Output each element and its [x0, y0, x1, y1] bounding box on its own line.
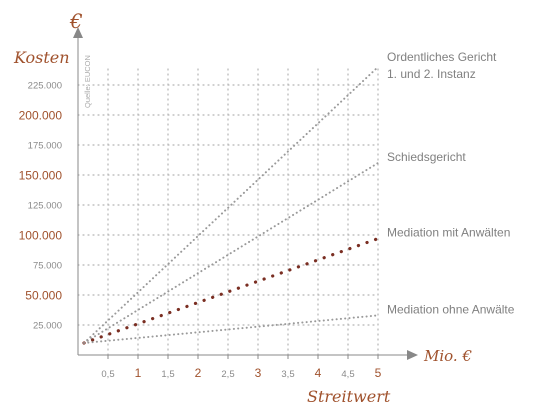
y-tick-label: 225.000: [28, 81, 62, 92]
y-tick-label: 75.000: [33, 261, 62, 272]
axis-tick-labels: 25.000 50.000 75.000 100.000 125.000 150.000 1…: [19, 81, 382, 381]
series-line: [83, 162, 379, 344]
x-tick-label: 4,5: [341, 369, 354, 380]
source-note: Quelle: EUCON: [83, 55, 92, 108]
y-tick-label: 175.000: [28, 141, 62, 152]
x-axis-arrow: [407, 350, 418, 360]
y-axis-arrow: [73, 27, 83, 38]
y-tick-label: 150.000: [19, 169, 63, 183]
x-tick-label: 1: [135, 366, 142, 380]
y-axis-title: Kosten: [13, 48, 70, 67]
series-label: Schiedsgericht: [387, 150, 466, 164]
x-tick-label: 0,5: [101, 369, 114, 380]
series-line: [83, 66, 379, 344]
x-tick-label: 1,5: [161, 369, 174, 380]
y-tick-label: 200.000: [19, 109, 63, 123]
x-unit-label: Mio. €: [423, 347, 472, 365]
x-axis-title: Streitwert: [307, 387, 391, 406]
series-label: Mediation mit Anwälten: [387, 226, 510, 240]
series-label: Mediation ohne Anwälte: [387, 302, 515, 316]
axes: [73, 27, 418, 360]
x-tick-label: 3,5: [281, 369, 294, 380]
y-tick-label: 125.000: [28, 201, 62, 212]
series-line: [83, 314, 379, 344]
x-tick-label: 5: [375, 366, 382, 380]
series-label: Ordentliches Gericht: [387, 50, 497, 64]
grid: [77, 64, 379, 359]
x-tick-label: 4: [315, 366, 322, 380]
y-tick-label: 50.000: [25, 289, 62, 303]
series-label: 1. und 2. Instanz: [387, 67, 476, 81]
series-labels: Ordentliches Gericht 1. und 2. Instanz Sch…: [387, 50, 515, 316]
y-tick-label: 100.000: [19, 229, 63, 243]
y-tick-label: 25.000: [33, 321, 62, 332]
currency-symbol: €: [69, 9, 83, 33]
x-tick-label: 2: [195, 366, 202, 380]
x-tick-label: 3: [255, 366, 262, 380]
series-lines: [82, 66, 380, 345]
series-line: [82, 237, 380, 345]
x-tick-label: 2,5: [221, 369, 234, 380]
